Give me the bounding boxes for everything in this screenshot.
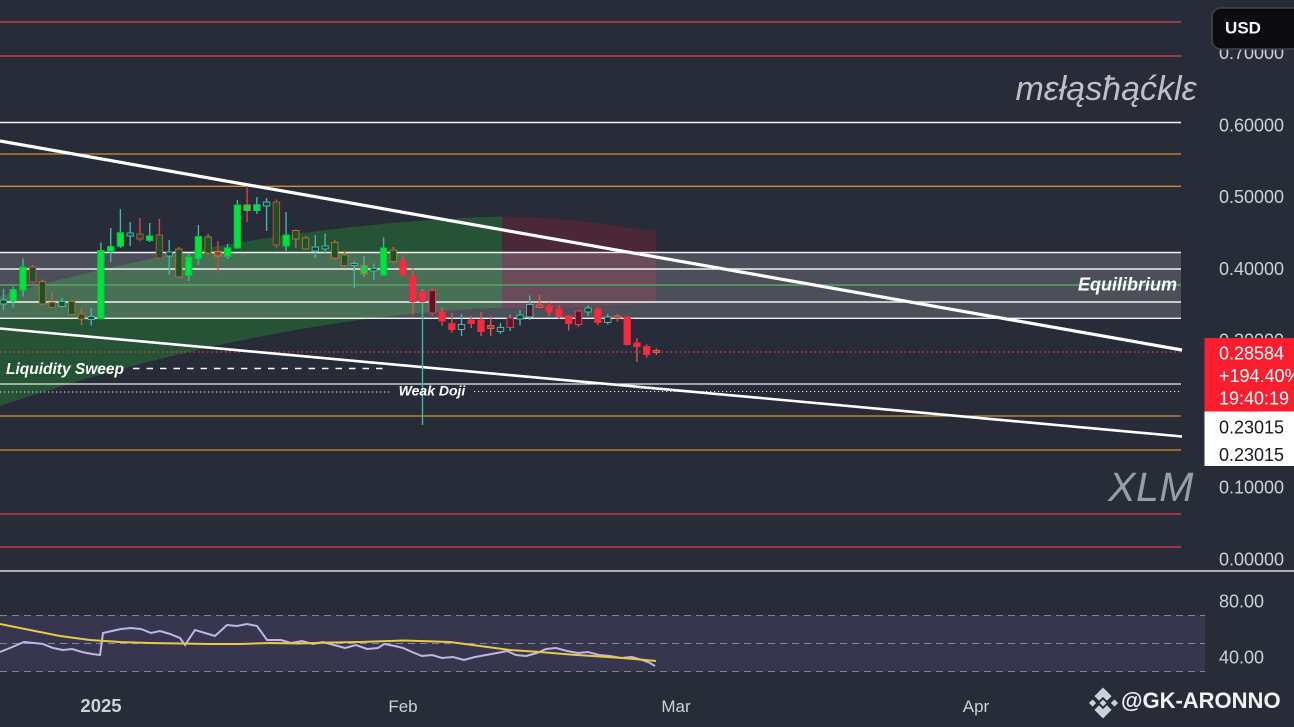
svg-text:0.23015: 0.23015 [1219,445,1284,465]
svg-text:0.00000: 0.00000 [1219,550,1284,570]
svg-text:Feb: Feb [388,697,417,716]
svg-text:Weak Doji: Weak Doji [399,383,467,399]
svg-text:Equilibrium: Equilibrium [1078,275,1177,295]
svg-text:Liquidity Sweep: Liquidity Sweep [6,361,124,378]
svg-text:0.28584: 0.28584 [1219,344,1284,364]
svg-text:XLM: XLM [1107,464,1194,510]
svg-text:Mar: Mar [661,697,691,716]
svg-text:0.40000: 0.40000 [1219,259,1284,279]
svg-text:0.60000: 0.60000 [1219,116,1284,136]
svg-text:19:40:19: 19:40:19 [1219,389,1289,409]
svg-text:Apr: Apr [963,697,990,716]
svg-text:2025: 2025 [80,695,121,716]
svg-text:mɛłąsħąćklɛ: mɛłąsħąćklɛ [1015,70,1197,108]
svg-text:@GK-ARONNO: @GK-ARONNO [1121,688,1281,713]
svg-text:40.00: 40.00 [1219,648,1264,668]
svg-text:80.00: 80.00 [1219,592,1264,612]
svg-text:USD: USD [1225,19,1261,38]
svg-text:0.23015: 0.23015 [1219,418,1284,438]
svg-text:0.50000: 0.50000 [1219,187,1284,207]
svg-text:+194.40%: +194.40% [1219,366,1294,386]
svg-text:0.10000: 0.10000 [1219,478,1284,498]
